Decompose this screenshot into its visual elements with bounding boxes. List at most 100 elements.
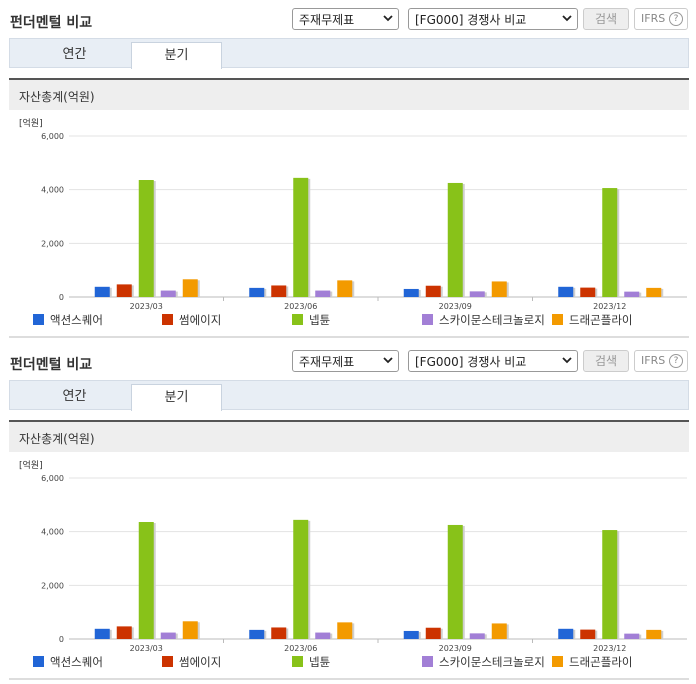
help-icon[interactable]: ? (669, 354, 683, 368)
bar (491, 281, 507, 297)
legend-swatch (162, 314, 173, 325)
legend-swatch (552, 314, 563, 325)
period-tabs: 연간 분기 (9, 38, 689, 69)
legend-label: 썸에이지 (179, 655, 221, 669)
bar (293, 519, 309, 639)
y-tick-label: 2,000 (41, 239, 64, 248)
bar (293, 177, 309, 297)
bar (116, 284, 132, 297)
bar (315, 290, 331, 297)
bar (602, 530, 618, 639)
x-tick-label: 2023/12 (593, 644, 626, 653)
bar (425, 627, 441, 639)
bar (624, 291, 640, 297)
bar (580, 629, 596, 639)
x-tick-label: 2023/06 (284, 644, 317, 653)
bar (94, 628, 110, 639)
bar (403, 288, 419, 297)
bar (646, 629, 662, 639)
metric-header: 자산총계(억원) (9, 420, 689, 452)
divider (9, 336, 689, 338)
bar (249, 629, 265, 639)
bar (271, 627, 287, 639)
legend-label: 썸에이지 (179, 313, 221, 327)
bar (602, 188, 618, 297)
statement-select[interactable]: 주재무제표 (292, 350, 399, 372)
bar (447, 524, 463, 639)
bar (580, 287, 596, 297)
legend-label: 액션스퀘어 (50, 655, 103, 669)
bar (469, 633, 485, 639)
statement-select-value: 주재무제표 (299, 355, 355, 369)
tab-quarterly[interactable]: 분기 (131, 384, 222, 411)
bar (403, 630, 419, 639)
total-assets-chart: [억원] 0 2,000 4,000 6,000 2023/03 2023/06 2023/0… (19, 117, 687, 327)
legend-swatch (422, 656, 433, 667)
divider (9, 678, 689, 680)
legend-swatch (33, 314, 44, 325)
bar (337, 280, 353, 297)
statement-select[interactable]: 주재무제표 (292, 8, 399, 30)
x-tick-label: 2023/09 (439, 644, 472, 653)
bar (315, 632, 331, 639)
bar (160, 632, 176, 639)
metric-header: 자산총계(억원) (9, 78, 689, 110)
legend-swatch (292, 656, 303, 667)
x-tick-label: 2023/12 (593, 302, 626, 311)
bar (138, 180, 154, 297)
y-tick-label: 0 (59, 635, 64, 644)
y-tick-label: 6,000 (41, 474, 64, 483)
bar (491, 623, 507, 639)
fundamental-panel-2: 펀더멘털 비교 주재무제표 [FG000] 경쟁사 비교 검색 IFRS ? 연… (0, 342, 696, 684)
x-tick-label: 2023/03 (130, 644, 163, 653)
panel-title: 펀더멘털 비교 (10, 15, 93, 31)
panel-title: 펀더멘털 비교 (10, 357, 93, 373)
y-tick-label: 4,000 (41, 186, 64, 195)
bar (138, 522, 154, 639)
bar (447, 182, 463, 297)
y-tick-label: 4,000 (41, 528, 64, 537)
period-tabs: 연간 분기 (9, 380, 689, 411)
comparison-select-value: [FG000] 경쟁사 비교 (415, 355, 527, 369)
legend-label: 넵튠 (309, 655, 330, 669)
metric-label: 자산총계(억원) (19, 432, 95, 446)
y-axis-unit-label: [억원] (19, 117, 43, 129)
x-tick-label: 2023/09 (439, 302, 472, 311)
comparison-select[interactable]: [FG000] 경쟁사 비교 (408, 350, 578, 372)
bar (271, 285, 287, 297)
tab-annual[interactable]: 연간 (62, 47, 87, 62)
x-tick-label: 2023/03 (130, 302, 163, 311)
bar (94, 286, 110, 297)
ifrs-label: IFRS (641, 12, 666, 25)
bar (425, 285, 441, 297)
legend-label: 스카이문스테크놀로지 (439, 655, 545, 669)
bar (558, 628, 574, 639)
bar (182, 279, 198, 297)
tab-quarterly[interactable]: 분기 (131, 42, 222, 69)
bar (182, 621, 198, 639)
chevron-down-icon (562, 15, 572, 22)
y-axis-unit-label: [억원] (19, 459, 43, 471)
tab-annual[interactable]: 연간 (62, 389, 87, 404)
y-tick-label: 0 (59, 293, 64, 302)
legend-swatch (422, 314, 433, 325)
metric-label: 자산총계(억원) (19, 90, 95, 104)
statement-select-value: 주재무제표 (299, 13, 355, 27)
comparison-select[interactable]: [FG000] 경쟁사 비교 (408, 8, 578, 30)
search-button[interactable]: 검색 (583, 8, 629, 30)
y-tick-label: 6,000 (41, 132, 64, 141)
chevron-down-icon (383, 15, 393, 22)
ifrs-button[interactable]: IFRS ? (634, 350, 688, 372)
legend-label: 드래곤플라이 (569, 313, 632, 327)
help-icon[interactable]: ? (669, 12, 683, 26)
ifrs-button[interactable]: IFRS ? (634, 8, 688, 30)
bar (116, 626, 132, 639)
search-button[interactable]: 검색 (583, 350, 629, 372)
legend-label: 드래곤플라이 (569, 655, 632, 669)
legend-swatch (552, 656, 563, 667)
bar (624, 633, 640, 639)
legend-swatch (33, 656, 44, 667)
bar (337, 622, 353, 639)
y-tick-label: 2,000 (41, 581, 64, 590)
legend-swatch (292, 314, 303, 325)
